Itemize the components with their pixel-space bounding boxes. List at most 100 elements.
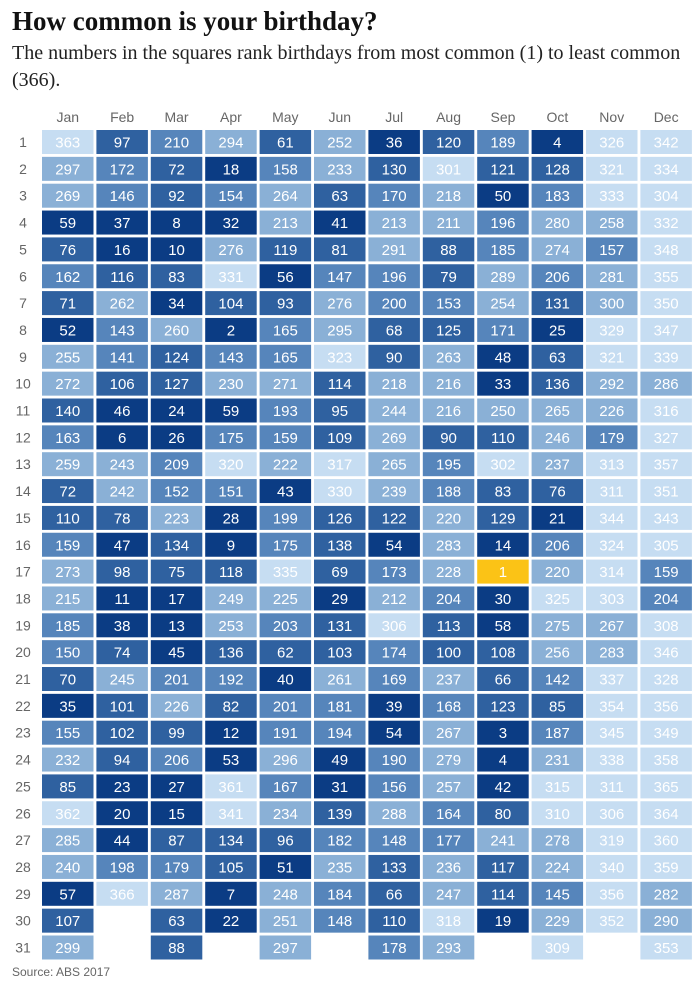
cell-jul-5: 291: [368, 237, 420, 262]
cell-rank-label: 213: [382, 215, 407, 232]
cell-rank-label: 56: [277, 269, 294, 286]
cell-rect: [422, 747, 475, 772]
cell-rect: [531, 559, 584, 584]
cell-rank-label: 185: [490, 242, 515, 259]
cell-mar-7: 34: [150, 291, 203, 316]
cell-rank-label: 83: [495, 484, 512, 501]
cell-mar-26: 15: [150, 801, 203, 826]
cell-rect: [368, 479, 420, 504]
cell-rank-label: 34: [168, 296, 185, 313]
cell-rect: [477, 156, 529, 181]
day-label-15: 15: [15, 510, 31, 526]
cell-jun-19: 131: [314, 613, 366, 638]
cell-jul-8: 68: [368, 317, 420, 342]
cell-aug-10: 216: [422, 371, 475, 396]
cell-rank-label: 14: [495, 537, 512, 554]
cell-rank-label: 72: [59, 484, 76, 501]
cell-jan-16: 159: [42, 532, 94, 557]
cell-rank-label: 271: [273, 376, 298, 393]
cell-jul-20: 174: [368, 640, 420, 665]
cell-rect: [205, 479, 257, 504]
cell-rect: [531, 667, 584, 691]
cell-rank-label: 244: [382, 403, 407, 420]
cell-rect: [205, 291, 257, 316]
cell-rect: [640, 801, 692, 826]
cell-rank-label: 199: [273, 510, 298, 527]
cell-rect: [640, 613, 692, 638]
cell-rect: [531, 479, 584, 504]
cell-rect: [586, 398, 638, 423]
cell-jun-29: 184: [314, 881, 366, 906]
cell-rank-label: 175: [273, 537, 298, 554]
cell-rect: [259, 291, 312, 316]
cell-jan-18: 215: [42, 586, 94, 611]
cell-rank-label: 297: [273, 940, 298, 957]
cell-jun-5: 81: [314, 237, 366, 262]
cell-rect: [422, 130, 475, 154]
cell-rank-label: 204: [436, 591, 461, 608]
cell-rect: [205, 854, 257, 879]
cell-nov-15: 344: [586, 505, 638, 530]
cell-rect: [586, 344, 638, 369]
cell-may-14: 43: [259, 479, 312, 504]
cell-nov-2: 321: [586, 156, 638, 181]
cell-oct-1: 4: [531, 130, 584, 154]
cell-rank-label: 165: [273, 322, 298, 339]
cell-jan-14: 72: [42, 479, 94, 504]
cell-rank-label: 100: [436, 645, 461, 662]
cell-nov-11: 226: [586, 398, 638, 423]
cell-rect: [205, 452, 257, 477]
cell-rect: [477, 130, 529, 154]
cell-rect: [368, 559, 420, 584]
cell-rect: [422, 586, 475, 611]
cell-rank-label: 103: [327, 645, 352, 662]
cell-rank-label: 188: [436, 484, 461, 501]
cell-aug-16: 283: [422, 532, 475, 557]
cell-rank-label: 250: [490, 403, 515, 420]
cell-rank-label: 97: [114, 135, 131, 152]
cell-rank-label: 37: [114, 215, 131, 232]
cell-rect: [368, 854, 420, 879]
cell-rank-label: 239: [382, 484, 407, 501]
cell-rect: [477, 183, 529, 208]
cell-rect: [368, 317, 420, 342]
cell-rect: [150, 935, 203, 960]
cell-rect: [314, 774, 366, 799]
cell-nov-1: 326: [586, 130, 638, 154]
cell-rank-label: 184: [327, 886, 352, 903]
cell-rank-label: 78: [114, 510, 131, 527]
source-note: Source: ABS 2017: [12, 965, 111, 979]
cell-rect: [259, 774, 312, 799]
cell-apr-8: 2: [205, 317, 257, 342]
cell-rank-label: 200: [382, 296, 407, 313]
cell-aug-5: 88: [422, 237, 475, 262]
cell-aug-8: 125: [422, 317, 475, 342]
cell-feb-7: 262: [96, 291, 148, 316]
cell-rank-label: 333: [599, 188, 624, 205]
cell-rect: [586, 264, 638, 289]
cell-rect: [586, 183, 638, 208]
cell-rank-label: 151: [218, 484, 243, 501]
cell-rect: [314, 425, 366, 450]
cell-nov-3: 333: [586, 183, 638, 208]
cell-aug-31: 293: [422, 935, 475, 960]
cell-dec-2: 334: [640, 156, 692, 181]
cell-rank-label: 345: [599, 725, 624, 742]
cell-rank-label: 334: [654, 161, 679, 178]
cell-rect: [150, 183, 203, 208]
cell-feb-6: 116: [96, 264, 148, 289]
cell-rank-label: 291: [382, 242, 407, 259]
cell-rank-label: 185: [55, 618, 80, 635]
cell-rect: [586, 505, 638, 530]
cell-rank-label: 260: [164, 322, 189, 339]
cell-rank-label: 326: [599, 135, 624, 152]
cell-rank-label: 279: [436, 752, 461, 769]
cell-jun-6: 147: [314, 264, 366, 289]
cell-rank-label: 350: [654, 296, 679, 313]
cell-aug-22: 168: [422, 693, 475, 718]
cell-rect: [586, 130, 638, 154]
cell-jul-21: 169: [368, 667, 420, 691]
cell-rank-label: 281: [599, 269, 624, 286]
cell-rect: [422, 640, 475, 665]
cell-rect: [477, 774, 529, 799]
